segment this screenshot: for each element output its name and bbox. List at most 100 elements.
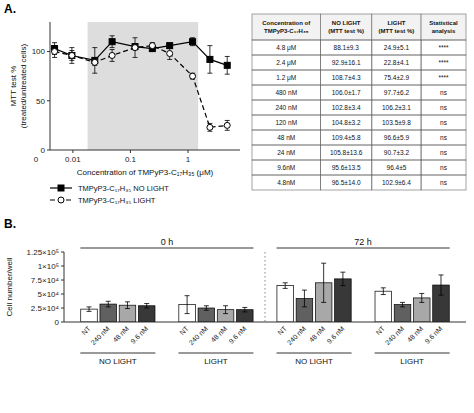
error-bar: [381, 288, 386, 295]
bar-label: 240 nM: [188, 325, 210, 347]
tick-label: 5×10⁴: [38, 290, 60, 299]
group-label: 0 h: [161, 237, 174, 247]
table-text: ns: [440, 179, 448, 186]
text-line: ns: [440, 104, 448, 111]
tick-label: 0: [55, 318, 60, 327]
table-text: 9.6nM: [277, 164, 295, 171]
y-axis: [64, 252, 65, 322]
table-cell: [252, 130, 320, 145]
table-text: ns: [440, 119, 448, 126]
tick: [188, 150, 189, 153]
panel-label: A.: [4, 2, 16, 16]
tick-label: 1×10⁵: [38, 262, 59, 271]
point: [190, 39, 196, 45]
tick: [47, 150, 50, 151]
bar-label: NT: [178, 324, 190, 336]
y-axis-label: MTT test %(treated/untreated cells): [9, 43, 28, 128]
text-line: (MTT test %): [328, 28, 364, 34]
table-cell: [372, 70, 421, 85]
bar-label: NT: [276, 324, 288, 336]
text-line: 2.4 μM: [276, 59, 296, 67]
table-header: Statisticalanalysis: [429, 20, 458, 33]
group-bracket: [277, 248, 450, 249]
tick: [47, 51, 50, 52]
text-line: 96.5±14.0: [332, 179, 361, 186]
table-cell: [421, 130, 466, 145]
bar: [375, 291, 392, 322]
tick: [61, 294, 64, 295]
table-cell: [421, 70, 466, 85]
error-bar: [110, 50, 115, 62]
text-line: 4.8nM: [277, 179, 295, 186]
point: [92, 59, 98, 65]
text-line: 96.4±5: [387, 164, 407, 171]
category-bracket: [80, 353, 155, 354]
bar-label: 9.6 nM: [326, 325, 346, 345]
table-text: ns: [440, 89, 448, 96]
error-bar: [87, 307, 92, 311]
tick-label: 0: [41, 146, 46, 155]
error-bar: [302, 290, 307, 307]
table-cell: [320, 70, 371, 85]
text-line: TMPyP3-C₁₇H₃₅: [264, 28, 309, 34]
error-bar: [52, 43, 57, 55]
bar-label: 48 nM: [308, 325, 327, 344]
table-cell: [372, 40, 421, 55]
y-axis: [50, 22, 51, 150]
text-line: 90.7±3.2: [384, 149, 410, 156]
group-bracket: [80, 248, 253, 249]
bar-label: NT: [80, 324, 92, 336]
table-text: ****: [438, 74, 449, 81]
table-header: NO LIGHT(MTT test %): [328, 20, 364, 33]
text-line: (MTT test %): [379, 28, 415, 34]
text-line: ****: [438, 74, 449, 81]
table-text: 22.8±4.1: [384, 59, 410, 66]
text-line: 95.6±13.5: [332, 164, 361, 171]
error-bar: [92, 59, 97, 65]
text-line: Statistical: [429, 20, 458, 26]
text-line: ****: [438, 59, 449, 66]
panel-b: B.02.5×10⁴5×10⁴7.5×10⁴1×10⁵1.25×10⁵Cell …: [4, 217, 466, 366]
error-bar: [225, 56, 230, 74]
legend-marker: [58, 185, 64, 191]
error-bar: [106, 301, 111, 307]
text-line: 480 nM: [275, 89, 297, 96]
table-text: 2.4 μM: [276, 59, 296, 67]
tick-label: 1: [186, 155, 191, 164]
error-bar: [167, 48, 172, 60]
error-bar: [438, 275, 443, 295]
text-line: 240 nM: [275, 104, 297, 111]
text-line: ns: [440, 179, 448, 186]
text-line: 102.9±6.4: [382, 179, 411, 186]
shaded-region: [88, 22, 199, 150]
table-text: 24 nM: [277, 149, 295, 156]
table-cell: [372, 100, 421, 115]
table-cell: [372, 130, 421, 145]
point: [167, 51, 173, 57]
table-text: 96.6±5.9: [384, 134, 410, 141]
error-bar: [110, 36, 115, 48]
error-bar: [92, 48, 97, 74]
table: Concentration ofTMPyP3-C₁₇H₃₅NO LIGHT(MT…: [252, 14, 466, 190]
text-line: ns: [440, 134, 448, 141]
text-line: 109.4±5.8: [332, 134, 361, 141]
text-line: 108.7±4.3: [332, 74, 361, 81]
point: [69, 52, 75, 58]
table-header-cell: [252, 14, 320, 40]
y-axis-label: Cell number/well: [5, 257, 14, 316]
error-bar: [207, 123, 212, 131]
table-cell: [252, 55, 320, 70]
table-text: ns: [440, 164, 448, 171]
table-text: 4.8nM: [277, 179, 295, 186]
text-line: ****: [438, 44, 449, 51]
error-bar: [283, 283, 288, 289]
table-text: 109.4±5.8: [332, 134, 361, 141]
table-text: 75.4±2.9: [384, 74, 410, 81]
series-line: [55, 42, 228, 66]
text-line: LIGHT: [387, 20, 405, 26]
text-line: 104.8±3.2: [332, 119, 361, 126]
table-cell: [320, 85, 371, 100]
legend-label: TMPyP3-C₁₇H₃₅ LIGHT: [78, 196, 156, 205]
table-text: 48 nM: [277, 134, 295, 141]
text-line: 105.8±13.6: [330, 149, 363, 156]
